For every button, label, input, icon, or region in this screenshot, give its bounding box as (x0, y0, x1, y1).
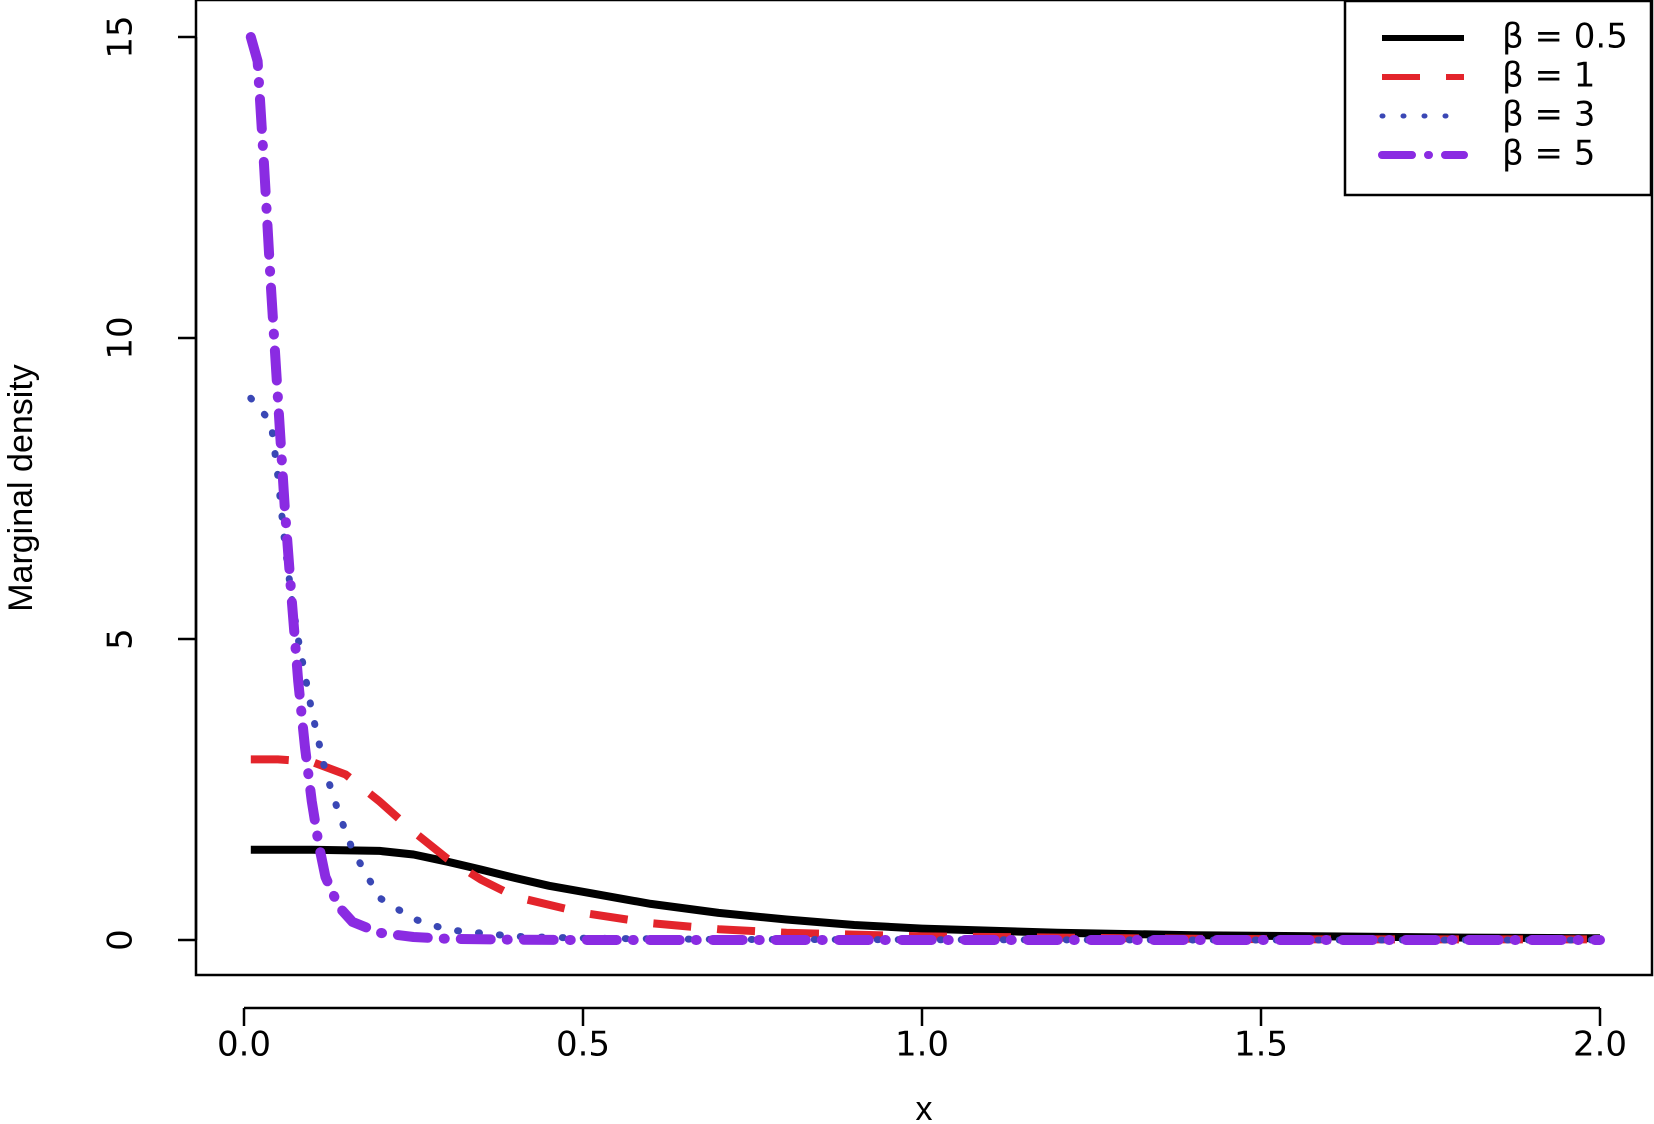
y-tick-label: 5 (101, 628, 141, 650)
series-layer (245, 32, 1605, 945)
x-tick-label: 0.0 (217, 1025, 271, 1065)
y-tick-label: 0 (101, 929, 141, 951)
series-line-1 (250, 845, 1601, 943)
legend: β = 0.5β = 1β = 3β = 5 (1343, 0, 1653, 197)
series-line-3 (247, 394, 1604, 944)
legend-box (1343, 0, 1653, 197)
y-tick-label: 10 (101, 316, 141, 359)
y-axis: 0 5 10 15 (101, 15, 198, 951)
x-axis: 0.0 0.5 1.0 1.5 2.0 (217, 1006, 1627, 1065)
x-tick-label: 1.5 (1234, 1025, 1288, 1065)
y-axis-title: Marginal density (2, 364, 40, 612)
x-tick-label: 0.5 (556, 1025, 610, 1065)
x-tick-label: 2.0 (1573, 1025, 1627, 1065)
x-tick-label: 1.0 (895, 1025, 949, 1065)
series-line-2 (250, 755, 1600, 944)
legend-label-3: β = 3 (1502, 95, 1595, 135)
y-tick-label: 15 (101, 15, 141, 58)
series-line-4 (245, 32, 1605, 945)
legend-label-4: β = 5 (1502, 134, 1595, 174)
legend-label-1: β = 0.5 (1502, 17, 1628, 57)
x-axis-title: x (916, 1090, 933, 1124)
legend-label-2: β = 1 (1502, 56, 1595, 96)
